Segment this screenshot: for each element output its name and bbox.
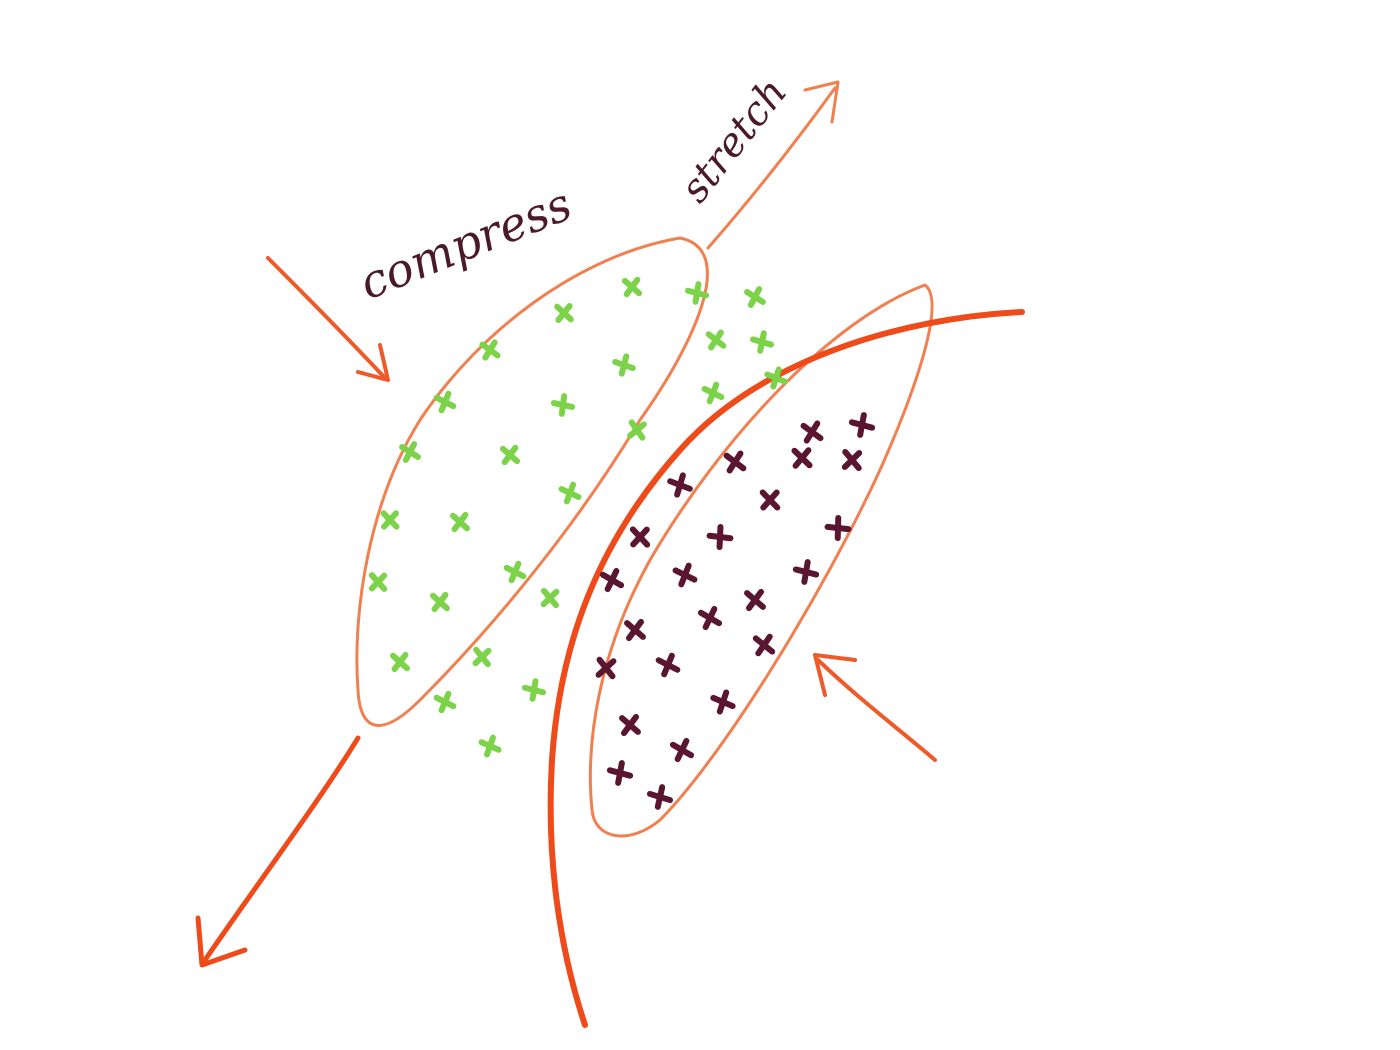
green-point — [750, 330, 774, 354]
dark-point — [646, 784, 674, 810]
dark-point — [619, 713, 641, 737]
dark-point — [841, 448, 863, 472]
green-point — [612, 353, 636, 377]
decision-boundary — [547, 309, 1025, 1028]
compress-arrow-bottom — [813, 653, 937, 762]
stretch-arrow-top — [706, 80, 840, 250]
stretch-label: stretch — [672, 70, 797, 212]
dark-point — [706, 523, 734, 551]
green-point — [479, 339, 501, 361]
dark-point — [697, 605, 723, 631]
green-point — [368, 572, 388, 592]
stretch-arrow-bottom — [195, 735, 361, 968]
compress-label: compress — [352, 177, 579, 311]
green-point — [380, 510, 400, 530]
green-point — [550, 393, 576, 417]
dark-point — [791, 447, 813, 469]
green-point — [701, 381, 725, 405]
green-points-group — [368, 276, 788, 758]
green-point — [450, 511, 470, 533]
green-point — [744, 286, 766, 308]
green-point — [433, 390, 457, 414]
compress-arrow-top — [266, 256, 390, 382]
dark-point — [824, 514, 852, 542]
dark-point — [759, 489, 781, 511]
green-point — [621, 276, 643, 298]
green-point — [705, 329, 727, 351]
dark-point — [752, 633, 776, 657]
dark-point — [848, 412, 876, 438]
dark-point — [667, 472, 693, 498]
dark-cluster-outline — [588, 283, 934, 838]
green-point — [540, 587, 560, 609]
green-point — [627, 419, 647, 441]
dark-point — [792, 559, 820, 585]
green-point — [521, 678, 547, 702]
green-point — [684, 281, 710, 305]
green-point — [764, 366, 788, 390]
green-point — [399, 441, 421, 463]
dark-point — [672, 562, 698, 588]
green-cluster-outline — [355, 236, 709, 727]
dark-point — [723, 450, 747, 474]
green-point — [478, 734, 502, 758]
green-point — [554, 303, 574, 323]
green-point — [390, 651, 410, 673]
dark-point — [669, 737, 695, 763]
dark-point — [629, 526, 651, 548]
green-point — [430, 591, 450, 613]
dark-point — [624, 618, 646, 642]
green-point — [433, 690, 457, 714]
dark-point — [599, 567, 625, 593]
dark-point — [655, 652, 681, 678]
green-point — [503, 560, 527, 584]
dark-point — [606, 760, 634, 786]
green-point — [499, 444, 521, 466]
green-point — [558, 481, 582, 505]
dark-points-group — [595, 412, 876, 810]
dark-point — [595, 656, 617, 680]
dark-point — [800, 420, 824, 444]
dark-point — [744, 588, 766, 612]
green-point — [472, 646, 492, 668]
dark-point — [710, 689, 736, 715]
